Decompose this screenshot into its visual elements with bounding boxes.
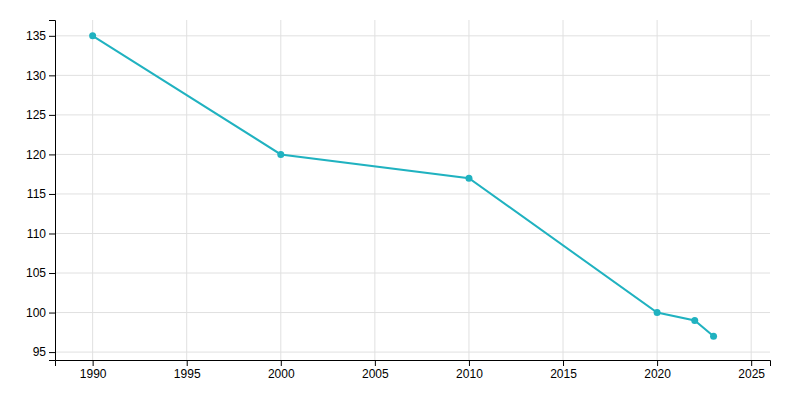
point — [691, 317, 698, 324]
tick: 2025 — [738, 360, 765, 381]
tick-mark — [49, 194, 55, 195]
x-axis: 1990 1995 2000 2005 2010 2015 2020 2025 — [56, 360, 771, 381]
grid-line — [55, 75, 770, 76]
point — [710, 333, 717, 340]
grid-line — [55, 233, 770, 234]
tick-label: 115 — [27, 187, 46, 201]
tick-mark — [187, 360, 188, 366]
tick-label: 110 — [27, 227, 46, 241]
marks — [89, 32, 717, 339]
tick: 1990 — [80, 360, 107, 381]
tick-label: 2015 — [550, 367, 577, 381]
tick-mark — [751, 360, 752, 366]
axis-line — [49, 21, 56, 361]
tick-mark — [375, 360, 376, 366]
tick-mark — [281, 360, 282, 366]
grid-line — [55, 154, 770, 155]
tick: 135 — [26, 29, 55, 43]
grid-line — [280, 20, 281, 360]
tick: 2000 — [268, 360, 295, 381]
tick-label: 135 — [26, 29, 46, 43]
chart: 1990 1995 2000 2005 2010 2015 2020 2025 95 100 105… — [0, 0, 800, 400]
y-axis: 95 100 105 110 115 120 125 130 135 — [26, 21, 56, 361]
point — [89, 32, 96, 39]
tick-label: 105 — [26, 266, 46, 280]
tick-label: 2025 — [738, 367, 765, 381]
tick-mark — [49, 75, 55, 76]
tick: 1995 — [174, 360, 201, 381]
tick: 110 — [27, 227, 55, 241]
tick-mark — [49, 352, 55, 353]
tick: 95 — [33, 345, 55, 359]
tick-mark — [49, 233, 55, 234]
tick-mark — [49, 313, 55, 314]
tick-mark — [49, 115, 55, 116]
grid-line — [55, 273, 770, 274]
grid-line — [468, 20, 469, 360]
plot: 1990 1995 2000 2005 2010 2015 2020 2025 95 100 105… — [26, 20, 771, 381]
tick-mark — [93, 360, 94, 366]
grid-line — [657, 20, 658, 360]
grid-line — [751, 20, 752, 360]
line — [93, 36, 714, 336]
tick: 2015 — [550, 360, 577, 381]
tick-label: 2005 — [362, 367, 389, 381]
tick-label: 125 — [26, 108, 46, 122]
tick-label: 120 — [26, 148, 46, 162]
tick-mark — [49, 273, 55, 274]
point — [465, 175, 472, 182]
tick-label: 2020 — [644, 367, 671, 381]
tick-label: 100 — [26, 306, 46, 320]
tick-mark — [469, 360, 470, 366]
tick-label: 2010 — [456, 367, 483, 381]
grid-line — [55, 193, 770, 194]
grid — [55, 20, 770, 360]
tick: 125 — [26, 108, 55, 122]
grid-line — [186, 20, 187, 360]
tick: 115 — [27, 187, 55, 201]
grid-line — [55, 35, 770, 36]
tick-mark — [49, 36, 55, 37]
point — [654, 309, 661, 316]
point — [277, 151, 284, 158]
grid-line — [563, 20, 564, 360]
tick-mark — [563, 360, 564, 366]
grid-line — [92, 20, 93, 360]
grid-line — [55, 114, 770, 115]
grid-line — [374, 20, 375, 360]
tick: 2005 — [362, 360, 389, 381]
tick: 2020 — [644, 360, 671, 381]
tick-label: 1995 — [174, 367, 201, 381]
tick: 100 — [26, 306, 55, 320]
tick: 120 — [26, 148, 55, 162]
tick: 130 — [26, 69, 55, 83]
tick-mark — [657, 360, 658, 366]
tick-label: 95 — [33, 345, 47, 359]
grid-line — [55, 352, 770, 353]
tick: 2010 — [456, 360, 483, 381]
tick-mark — [49, 154, 55, 155]
tick-label: 2000 — [268, 367, 295, 381]
tick: 105 — [26, 266, 55, 280]
tick-label: 1990 — [80, 367, 107, 381]
tick-label: 130 — [26, 69, 46, 83]
axis-line — [56, 361, 771, 367]
